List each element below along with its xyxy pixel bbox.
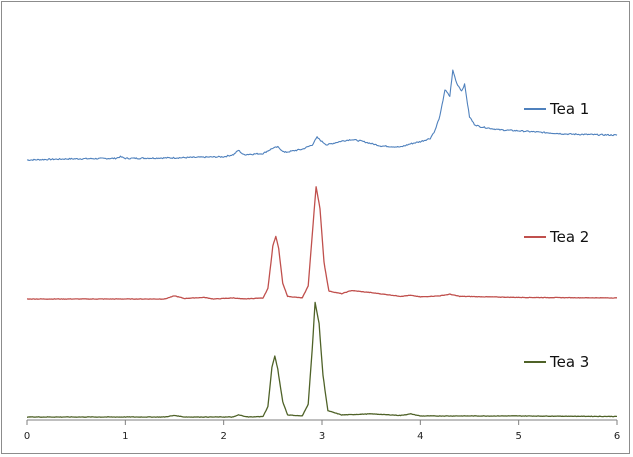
trace-line-tea-1 (26, 69, 618, 162)
trace-line-tea-3 (27, 301, 617, 418)
x-tick-label: 3 (319, 431, 325, 442)
legend-label: Tea 1 (549, 100, 589, 118)
x-tick-label: 0 (24, 431, 30, 442)
x-axis: 0 1 2 3 4 5 6 (24, 419, 620, 442)
x-tick-label: 5 (515, 431, 521, 442)
legend-label: Tea 2 (549, 228, 589, 246)
trace-line-tea-2 (26, 186, 617, 300)
x-tick-label: 2 (220, 431, 226, 442)
x-tick-label: 1 (122, 431, 128, 442)
traces (26, 69, 618, 418)
x-tick-label: 4 (417, 431, 423, 442)
legend-label: Tea 3 (549, 353, 589, 371)
x-tick-label: 6 (614, 431, 620, 442)
legend: Tea 1 Tea 2 Tea 3 (524, 100, 589, 371)
